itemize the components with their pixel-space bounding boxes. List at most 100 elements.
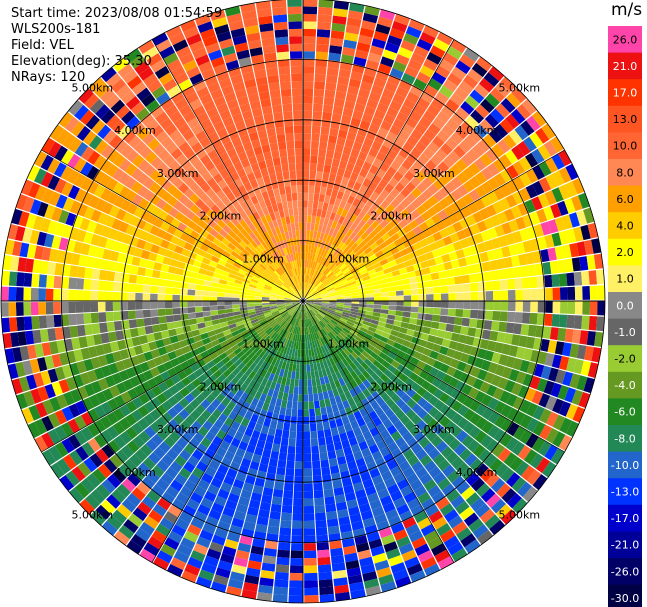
velocity-gate bbox=[511, 145, 525, 160]
velocity-gate bbox=[306, 301, 315, 304]
velocity-gate bbox=[336, 136, 346, 146]
ring-label: 4.00km bbox=[114, 124, 156, 137]
velocity-gate bbox=[456, 430, 469, 443]
velocity-gate bbox=[375, 195, 385, 205]
velocity-gate bbox=[350, 253, 359, 261]
velocity-gate bbox=[478, 291, 486, 301]
velocity-gate bbox=[308, 192, 314, 201]
velocity-gate bbox=[328, 52, 342, 62]
velocity-gate bbox=[371, 336, 380, 344]
velocity-gate bbox=[342, 288, 351, 293]
velocity-gate bbox=[580, 224, 591, 241]
velocity-gate bbox=[515, 289, 524, 301]
velocity-gate bbox=[175, 267, 184, 276]
velocity-gate bbox=[436, 353, 446, 363]
velocity-gate bbox=[317, 312, 325, 318]
velocity-gate bbox=[336, 292, 344, 296]
velocity-gate bbox=[272, 104, 283, 114]
velocity-gate bbox=[188, 318, 198, 326]
velocity-gate bbox=[376, 270, 385, 277]
velocity-gate bbox=[380, 287, 389, 293]
velocity-gate bbox=[535, 127, 550, 144]
velocity-gate bbox=[426, 301, 434, 308]
velocity-gate bbox=[303, 371, 308, 380]
velocity-gate bbox=[342, 107, 354, 118]
velocity-gate bbox=[267, 166, 276, 175]
velocity-gate bbox=[382, 138, 394, 149]
velocity-gate bbox=[313, 294, 321, 298]
velocity-gate bbox=[317, 201, 324, 210]
velocity-gate bbox=[551, 274, 560, 287]
velocity-gate bbox=[8, 302, 17, 317]
velocity-gate bbox=[369, 322, 378, 329]
velocity-gate bbox=[407, 323, 417, 331]
velocity-gate bbox=[179, 295, 188, 301]
velocity-gate bbox=[323, 217, 330, 227]
velocity-gate bbox=[314, 73, 326, 83]
velocity-gate bbox=[268, 458, 278, 467]
velocity-gate bbox=[436, 31, 453, 46]
velocity-gate bbox=[305, 303, 312, 310]
velocity-gate bbox=[416, 319, 425, 327]
velocity-gate bbox=[90, 290, 99, 301]
velocity-gate bbox=[319, 274, 326, 282]
velocity-gate bbox=[312, 269, 317, 277]
velocity-gate bbox=[264, 540, 278, 550]
velocity-gate bbox=[499, 311, 508, 322]
velocity-gate bbox=[323, 96, 335, 106]
velocity-gate bbox=[447, 308, 456, 317]
velocity-gate bbox=[318, 321, 325, 329]
velocity-gate bbox=[433, 399, 445, 411]
velocity-gate bbox=[322, 421, 331, 430]
velocity-gate bbox=[345, 272, 353, 279]
velocity-gate bbox=[362, 275, 371, 282]
velocity-gate bbox=[400, 321, 409, 329]
velocity-gate bbox=[455, 292, 464, 301]
velocity-gate bbox=[409, 317, 418, 325]
velocity-gate bbox=[413, 158, 425, 171]
velocity-gate bbox=[369, 272, 378, 279]
ring-label: 2.00km bbox=[200, 380, 242, 393]
velocity-gate bbox=[333, 151, 342, 161]
velocity-gate bbox=[486, 340, 497, 352]
velocity-gate bbox=[452, 369, 464, 380]
velocity-gate bbox=[385, 378, 395, 388]
velocity-gate bbox=[512, 190, 525, 205]
velocity-gate bbox=[533, 223, 545, 238]
velocity-gate bbox=[232, 293, 240, 298]
velocity-gate bbox=[328, 457, 338, 467]
velocity-gate bbox=[425, 217, 436, 228]
velocity-gate bbox=[422, 413, 434, 425]
velocity-gate bbox=[316, 36, 330, 45]
velocity-gate bbox=[350, 286, 358, 291]
velocity-gate bbox=[341, 235, 349, 244]
velocity-gate bbox=[395, 388, 406, 399]
velocity-gate bbox=[366, 297, 375, 301]
velocity-gate bbox=[550, 448, 565, 465]
velocity-gate bbox=[263, 52, 277, 62]
velocity-gate bbox=[311, 453, 320, 462]
velocity-gate bbox=[404, 377, 415, 388]
ring-label: 5.00km bbox=[499, 81, 541, 94]
velocity-gate bbox=[440, 308, 449, 316]
velocity-gate bbox=[306, 301, 315, 304]
velocity-gate bbox=[352, 165, 362, 175]
velocity-gate bbox=[466, 235, 477, 247]
velocity-gate bbox=[461, 274, 470, 284]
velocity-gate bbox=[474, 430, 488, 444]
velocity-gate bbox=[128, 274, 138, 284]
velocity-gate bbox=[518, 156, 532, 172]
velocity-gate bbox=[435, 91, 450, 105]
velocity-gate bbox=[403, 353, 413, 363]
velocity-gate bbox=[319, 586, 334, 596]
velocity-gate bbox=[329, 320, 337, 327]
velocity-gate bbox=[322, 171, 330, 181]
velocity-gate bbox=[297, 401, 303, 410]
velocity-gate bbox=[438, 270, 447, 279]
velocity-gate bbox=[271, 0, 287, 9]
velocity-gate bbox=[313, 305, 321, 309]
velocity-gate bbox=[436, 329, 446, 339]
velocity-gate bbox=[423, 320, 433, 328]
velocity-gate bbox=[344, 295, 352, 299]
velocity-gate bbox=[519, 414, 533, 429]
